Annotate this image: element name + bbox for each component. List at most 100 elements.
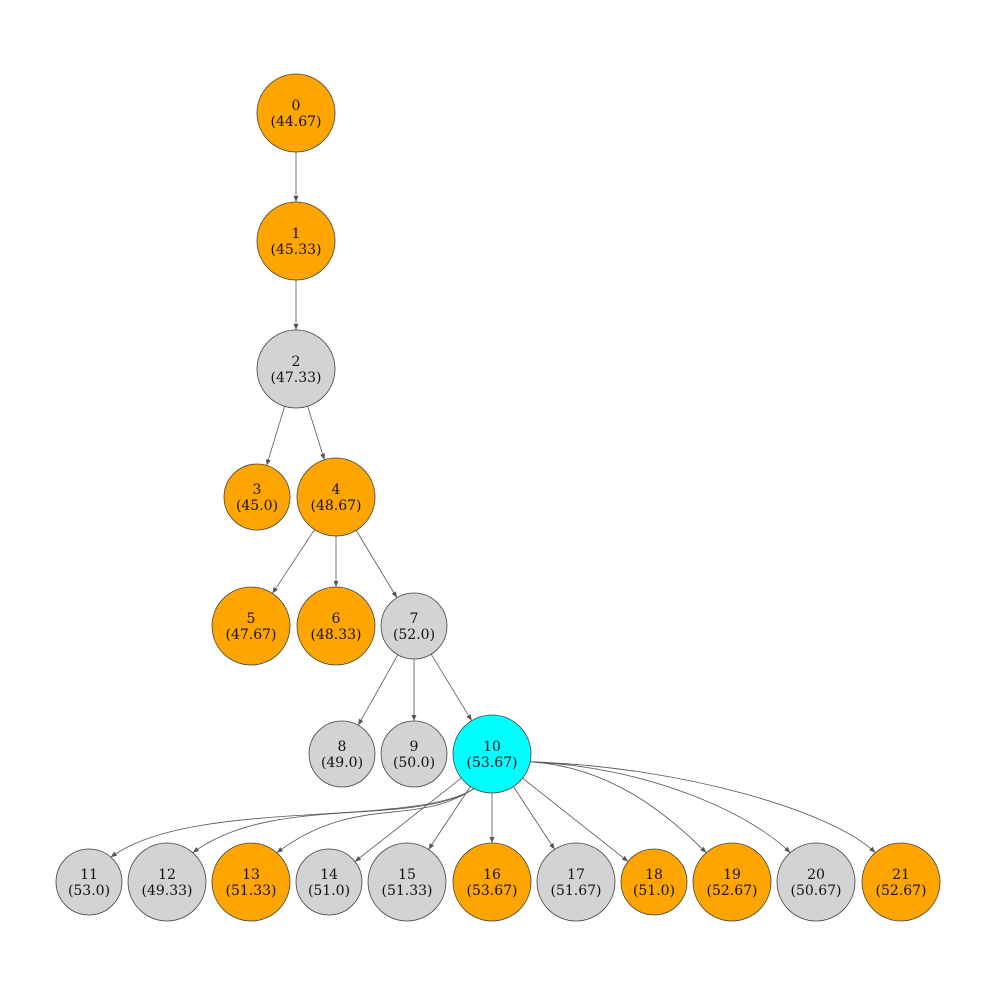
node-circle: [256, 329, 336, 409]
node-17: 17(51.67): [536, 842, 616, 922]
node-9: 9(50.0): [380, 720, 448, 788]
node-circle: [620, 848, 688, 916]
node-circle: [692, 842, 772, 922]
node-id-label: 1: [292, 226, 301, 242]
node-1: 1(45.33): [256, 201, 336, 281]
edge-4-7: [355, 530, 398, 598]
node-id-label: 14: [320, 867, 338, 883]
edge-4-5: [272, 529, 315, 594]
edge-10-18: [522, 777, 629, 862]
edge-10-16: [489, 793, 495, 843]
node-6: 6(48.33): [296, 586, 376, 666]
edge-7-9: [411, 659, 417, 721]
node-0: 0(44.67): [256, 73, 336, 153]
node-value-label: (53.67): [466, 883, 517, 899]
node-circle: [211, 842, 291, 922]
node-3: 3(45.0): [223, 463, 291, 531]
edge-2-4: [307, 406, 325, 460]
node-value-label: (48.33): [310, 627, 361, 643]
node-id-label: 21: [892, 867, 910, 883]
node-value-label: (51.67): [550, 883, 601, 899]
node-value-label: (49.33): [141, 883, 192, 899]
node-id-label: 19: [723, 867, 741, 883]
node-20: 20(50.67): [776, 842, 856, 922]
node-value-label: (45.0): [236, 498, 278, 514]
node-value-label: (50.0): [393, 755, 435, 771]
node-id-label: 0: [292, 98, 301, 114]
node-value-label: (53.0): [68, 883, 110, 899]
node-value-label: (52.67): [875, 883, 926, 899]
edge-4-6: [333, 536, 339, 587]
node-value-label: (47.67): [225, 627, 276, 643]
edge-7-10: [430, 653, 473, 721]
node-value-label: (49.0): [321, 755, 363, 771]
node-id-label: 5: [247, 611, 256, 627]
node-11: 11(53.0): [55, 848, 123, 916]
node-10: 10(53.67): [452, 714, 532, 794]
node-id-label: 4: [332, 482, 341, 498]
node-circle: [295, 848, 363, 916]
node-value-label: (52.67): [706, 883, 757, 899]
edge-10-11: [110, 787, 475, 858]
node-id-label: 10: [483, 739, 501, 755]
node-id-label: 9: [410, 739, 419, 755]
node-16: 16(53.67): [452, 842, 532, 922]
node-id-label: 18: [645, 867, 663, 883]
node-circle: [296, 586, 376, 666]
node-id-label: 3: [253, 482, 262, 498]
node-id-label: 11: [80, 867, 98, 883]
node-id-label: 6: [332, 611, 341, 627]
node-value-label: (51.0): [308, 883, 350, 899]
node-circle: [776, 842, 856, 922]
node-circle: [452, 842, 532, 922]
node-id-label: 7: [410, 611, 419, 627]
edge-10-20: [530, 761, 791, 854]
node-circle: [55, 848, 123, 916]
edges: [110, 152, 876, 862]
node-circle: [256, 73, 336, 153]
node-value-label: (53.67): [466, 755, 517, 771]
node-4: 4(48.67): [296, 457, 376, 537]
node-id-label: 2: [292, 354, 301, 370]
nodes: 0(44.67)1(45.33)2(47.33)3(45.0)4(48.67)5…: [55, 73, 941, 922]
node-id-label: 16: [483, 867, 501, 883]
node-id-label: 12: [158, 867, 176, 883]
node-circle: [380, 720, 448, 788]
node-circle: [861, 842, 941, 922]
node-2: 2(47.33): [256, 329, 336, 409]
edge-10-19: [530, 761, 707, 854]
node-circle: [308, 720, 376, 788]
node-value-label: (47.33): [270, 370, 321, 386]
node-circle: [211, 586, 291, 666]
node-circle: [380, 592, 448, 660]
node-value-label: (51.33): [381, 883, 432, 899]
edge-10-17: [513, 786, 555, 850]
node-id-label: 20: [807, 867, 825, 883]
edge-10-14: [354, 777, 462, 862]
node-circle: [296, 457, 376, 537]
node-value-label: (50.67): [790, 883, 841, 899]
edge-7-8: [357, 654, 399, 726]
node-21: 21(52.67): [861, 842, 941, 922]
node-13: 13(51.33): [211, 842, 291, 922]
node-value-label: (52.0): [393, 627, 435, 643]
node-id-label: 15: [398, 867, 416, 883]
node-circle: [452, 714, 532, 794]
node-5: 5(47.67): [211, 586, 291, 666]
edge-10-21: [530, 761, 876, 854]
node-14: 14(51.0): [295, 848, 363, 916]
node-15: 15(51.33): [367, 842, 447, 922]
edge-10-12: [192, 787, 475, 854]
node-circle: [256, 201, 336, 281]
node-8: 8(49.0): [308, 720, 376, 788]
node-circle: [536, 842, 616, 922]
node-circle: [223, 463, 291, 531]
node-id-label: 13: [242, 867, 260, 883]
edge-1-2: [293, 280, 299, 330]
node-value-label: (51.33): [225, 883, 276, 899]
node-value-label: (48.67): [310, 498, 361, 514]
edge-0-1: [293, 152, 299, 202]
node-19: 19(52.67): [692, 842, 772, 922]
edge-10-15: [428, 786, 471, 850]
node-value-label: (44.67): [270, 114, 321, 130]
